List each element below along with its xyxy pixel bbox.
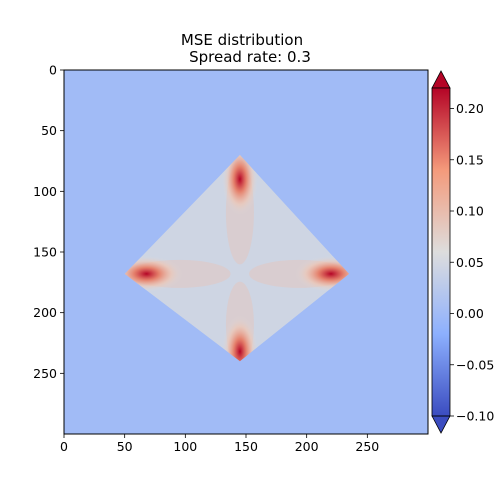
x-tick-label: 50 [117, 439, 133, 454]
x-tick-label: 150 [234, 439, 258, 454]
colorbar-frame [431, 87, 451, 417]
chart-title-line-1: MSE distribution [181, 31, 303, 49]
y-tick-label: 100 [33, 184, 57, 199]
y-tick-label: 150 [33, 245, 57, 260]
y-tick-label: 0 [49, 63, 57, 78]
y-tick-label: 200 [33, 305, 57, 320]
y-axis: 0 50 100 150 200 250 [33, 63, 64, 381]
error-region-fill [124, 154, 350, 362]
colorbar-extend-bottom [431, 415, 451, 434]
colorbar: −0.10 −0.05 0.00 0.05 0.10 0.15 0.20 [431, 70, 494, 434]
hotspot [221, 315, 258, 362]
colorbar-ticks: −0.10 −0.05 0.00 0.05 0.10 0.15 0.20 [450, 101, 494, 424]
colorbar-tick-label: 0.00 [456, 306, 484, 321]
colorbar-tick-label: −0.10 [456, 409, 494, 424]
colorbar-tick-label: −0.05 [456, 357, 494, 372]
error-region [124, 154, 350, 362]
colorbar-tick-label: 0.05 [456, 255, 484, 270]
colorbar-tick-label: 0.15 [456, 152, 484, 167]
x-axis: 0 50 100 150 200 250 [60, 434, 379, 454]
heatmap-plot [64, 70, 428, 434]
chart-title: MSE distribution Spread rate: 0.3 [181, 31, 311, 66]
colorbar-tick-label: 0.10 [456, 204, 484, 219]
x-tick-label: 250 [355, 439, 379, 454]
colorbar-extend-top [431, 70, 451, 89]
y-tick-label: 50 [41, 123, 57, 138]
colorbar-tick-label: 0.20 [456, 101, 484, 116]
x-tick-label: 0 [60, 439, 68, 454]
y-tick-label: 250 [33, 366, 57, 381]
colorbar-gradient [432, 88, 450, 416]
chart-title-line-2: Spread rate: 0.3 [189, 48, 311, 66]
x-tick-label: 200 [295, 439, 319, 454]
x-tick-label: 100 [173, 439, 197, 454]
